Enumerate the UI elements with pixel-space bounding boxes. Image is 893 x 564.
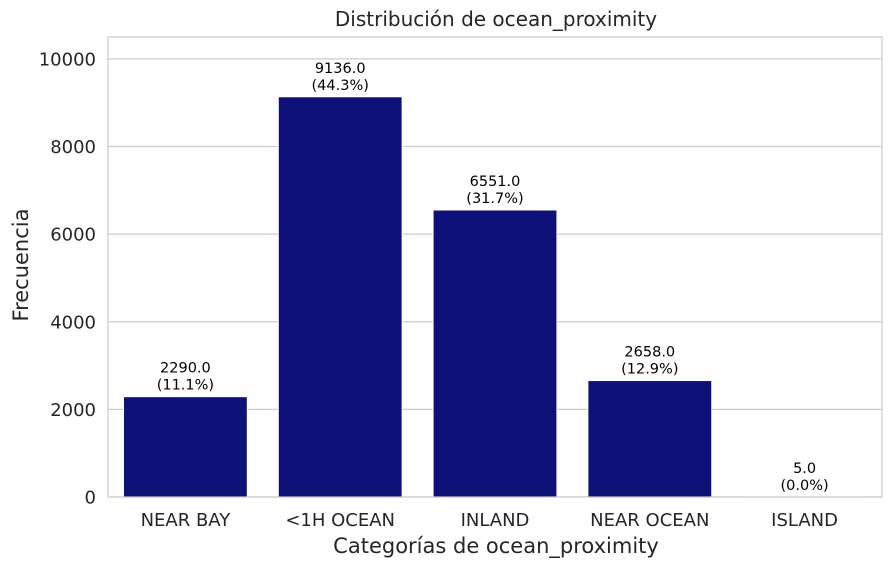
y-axis-label: Frecuencia	[9, 209, 33, 322]
bar	[432, 209, 558, 498]
y-tick-label: 10000	[39, 49, 96, 70]
plot-frame	[107, 36, 883, 498]
y-tick-label: 0	[85, 488, 96, 509]
x-tick-label: ISLAND	[771, 510, 838, 531]
bar	[122, 396, 248, 498]
bar-percent-label: (11.1%)	[157, 378, 214, 394]
bar-value-label: 9136.0	[315, 61, 366, 77]
y-tick-label: 2000	[50, 400, 96, 421]
y-tick-label: 6000	[50, 225, 96, 246]
x-axis-ticks: NEAR BAY <1H OCEAN INLAND NEAR OCEAN ISLAND	[141, 510, 838, 531]
bar-percent-label: (12.9%)	[621, 362, 678, 378]
bars	[122, 96, 868, 498]
bar	[277, 96, 403, 498]
bar-percent-label: (0.0%)	[781, 478, 829, 494]
y-axis-ticks: 0 2000 4000 6000 8000 10000	[39, 49, 96, 508]
x-axis-label: Categorías de ocean_proximity	[333, 534, 659, 559]
bar-value-label: 6551.0	[470, 174, 521, 190]
bar-value-label: 5.0	[793, 461, 816, 477]
y-tick-label: 8000	[50, 137, 96, 158]
x-tick-label: NEAR OCEAN	[590, 510, 709, 531]
y-tick-label: 4000	[50, 312, 96, 333]
bar-value-label: 2290.0	[160, 361, 211, 377]
x-tick-label: NEAR BAY	[141, 510, 232, 531]
bar-labels: 2290.0(11.1%) 9136.0(44.3%) 6551.0(31.7%) 2…	[157, 61, 829, 494]
bar-value-label: 2658.0	[624, 345, 675, 361]
bar-percent-label: (44.3%)	[312, 78, 369, 94]
bar	[587, 380, 713, 498]
bar-percent-label: (31.7%)	[466, 191, 523, 207]
chart-title: Distribución de ocean_proximity	[335, 7, 657, 31]
x-tick-label: INLAND	[461, 510, 530, 531]
x-tick-label: <1H OCEAN	[285, 510, 395, 531]
